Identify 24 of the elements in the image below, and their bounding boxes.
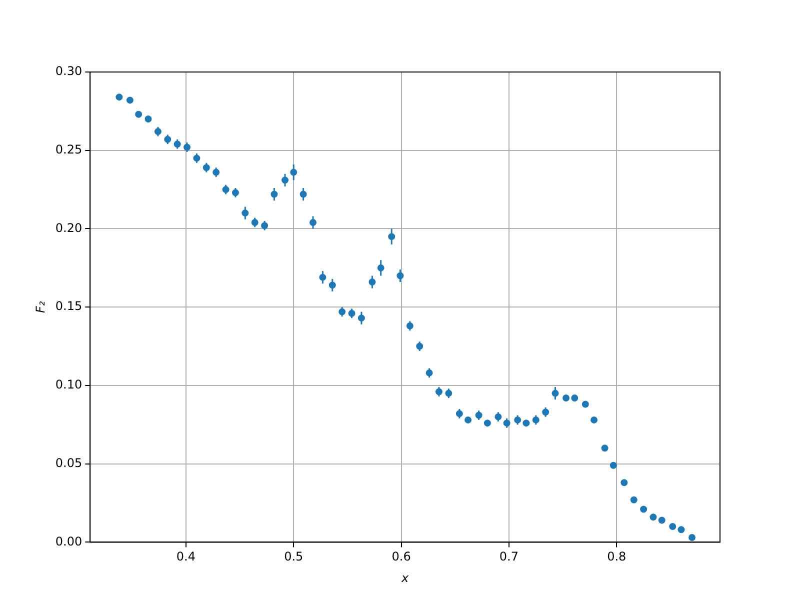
point bbox=[650, 514, 657, 521]
y-tick-label: 0.30 bbox=[55, 64, 82, 78]
y-tick-label: 0.15 bbox=[55, 299, 82, 314]
point bbox=[688, 534, 696, 541]
x-tick-label: 0.5 bbox=[284, 550, 304, 564]
y-tick-label: 0.25 bbox=[55, 142, 82, 156]
x-tick-label: 0.4 bbox=[176, 550, 196, 564]
point bbox=[669, 523, 676, 530]
point bbox=[610, 462, 617, 469]
x-axis-title: x bbox=[400, 570, 410, 585]
x-tick-label: 0.6 bbox=[392, 550, 411, 564]
point bbox=[630, 496, 638, 504]
x-tick-label: 0.7 bbox=[499, 550, 519, 564]
point bbox=[678, 526, 685, 534]
point bbox=[640, 506, 648, 513]
y-tick-label: 0.10 bbox=[55, 378, 82, 392]
x-tick-label: 0.8 bbox=[607, 550, 626, 564]
y-tick-label: 0.00 bbox=[55, 534, 82, 548]
y-tick-label: 0.20 bbox=[55, 220, 82, 235]
point bbox=[620, 479, 628, 486]
y-axis-title: F₂ bbox=[33, 301, 48, 313]
y-tick-label: 0.05 bbox=[55, 456, 82, 470]
point bbox=[658, 516, 666, 524]
point bbox=[601, 444, 608, 452]
